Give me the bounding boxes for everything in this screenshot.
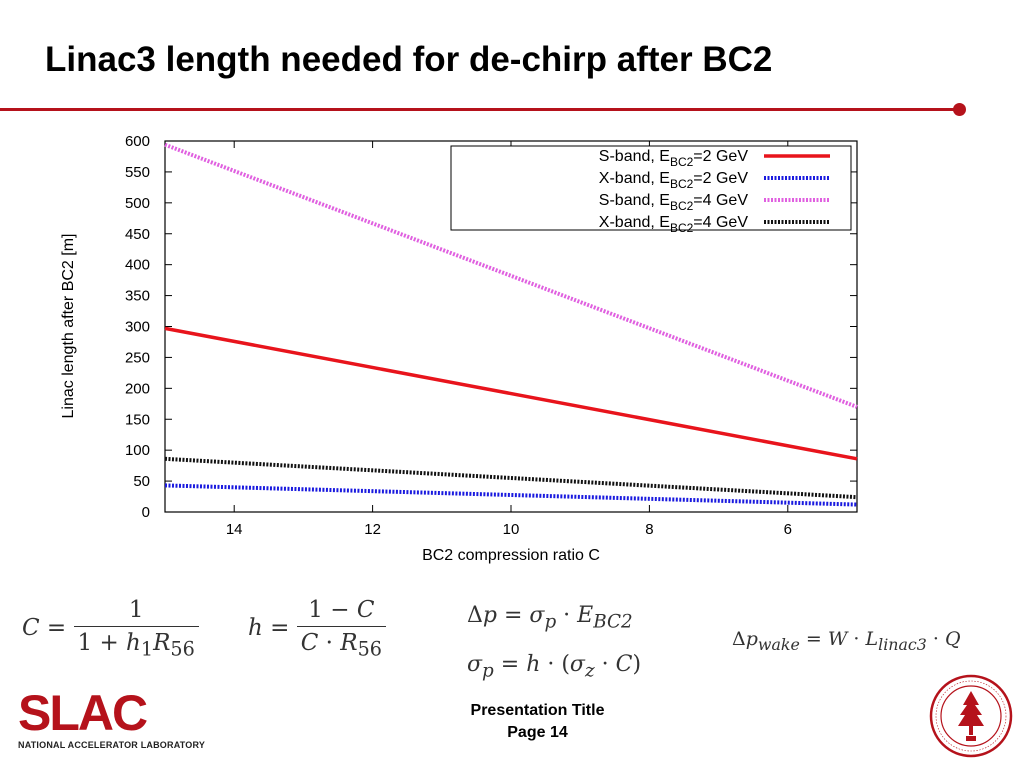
- series-line-3: [164, 142, 858, 409]
- legend-entry-4: X-band, EBC2=4 GeV: [599, 214, 749, 235]
- footer-line-title: Presentation Title: [470, 702, 605, 719]
- y-tick-label: 250: [125, 349, 150, 366]
- slac-logo-letters: SLAC: [18, 685, 148, 741]
- series-line-4: [164, 456, 858, 500]
- slac-logo-subtitle: NATIONAL ACCELERATOR LABORATORY: [18, 740, 206, 750]
- legend-entry-1: S-band, EBC2=2 GeV: [599, 148, 749, 169]
- x-tick-label: 14: [226, 521, 243, 538]
- y-tick-label: 50: [133, 473, 150, 490]
- y-tick-label: 150: [125, 411, 150, 428]
- x-tick-label: 10: [503, 521, 520, 538]
- slac-logo: SLAC NATIONAL ACCELERATOR LABORATORY: [18, 688, 205, 750]
- x-axis: 14 12 10 8 6: [226, 141, 792, 538]
- formula-delta-p: Δp = σp · EBC2: [467, 603, 633, 633]
- series-line-1: [164, 326, 858, 461]
- legend-box: [450, 145, 852, 231]
- x-tick-label: 12: [364, 521, 381, 538]
- stanford-seal-icon: [929, 674, 1013, 758]
- x-tick-label: 6: [784, 521, 792, 538]
- formula-wake: Δpwake = W · Llinac3 · Q: [732, 628, 961, 654]
- series-line-2: [164, 483, 858, 507]
- title-rule: [0, 108, 958, 111]
- footer-presentation-title: Presentation Title Page 14: [420, 700, 655, 744]
- x-axis-label: BC2 compression ratio C: [422, 547, 600, 564]
- y-tick-label: 300: [125, 319, 150, 336]
- legend-entry-3: S-band, EBC2=4 GeV: [599, 192, 749, 213]
- slide-title: Linac3 length needed for de-chirp after …: [45, 40, 773, 79]
- y-axis-label: Linac length after BC2 [m]: [60, 234, 77, 419]
- y-tick-label: 550: [125, 164, 150, 181]
- x-tick-label: 8: [645, 521, 653, 538]
- series-layer: [164, 142, 858, 507]
- y-tick-label: 350: [125, 288, 150, 305]
- y-tick-label: 600: [125, 133, 150, 150]
- footer-page-number: Page 14: [507, 724, 568, 741]
- y-tick-label: 100: [125, 442, 150, 459]
- formula-sigma-p: σp = h · (σz · C): [467, 652, 642, 682]
- y-axis: 0 50 100 150 200 250 300 350 400 450 500 550 600: [125, 133, 857, 521]
- title-rule-dot: [953, 103, 966, 116]
- y-tick-label: 450: [125, 226, 150, 243]
- y-tick-label: 500: [125, 195, 150, 212]
- y-tick-label: 0: [142, 504, 150, 521]
- legend-entry-2: X-band, EBC2=2 GeV: [599, 170, 749, 191]
- y-tick-label: 200: [125, 380, 150, 397]
- y-tick-label: 400: [125, 257, 150, 274]
